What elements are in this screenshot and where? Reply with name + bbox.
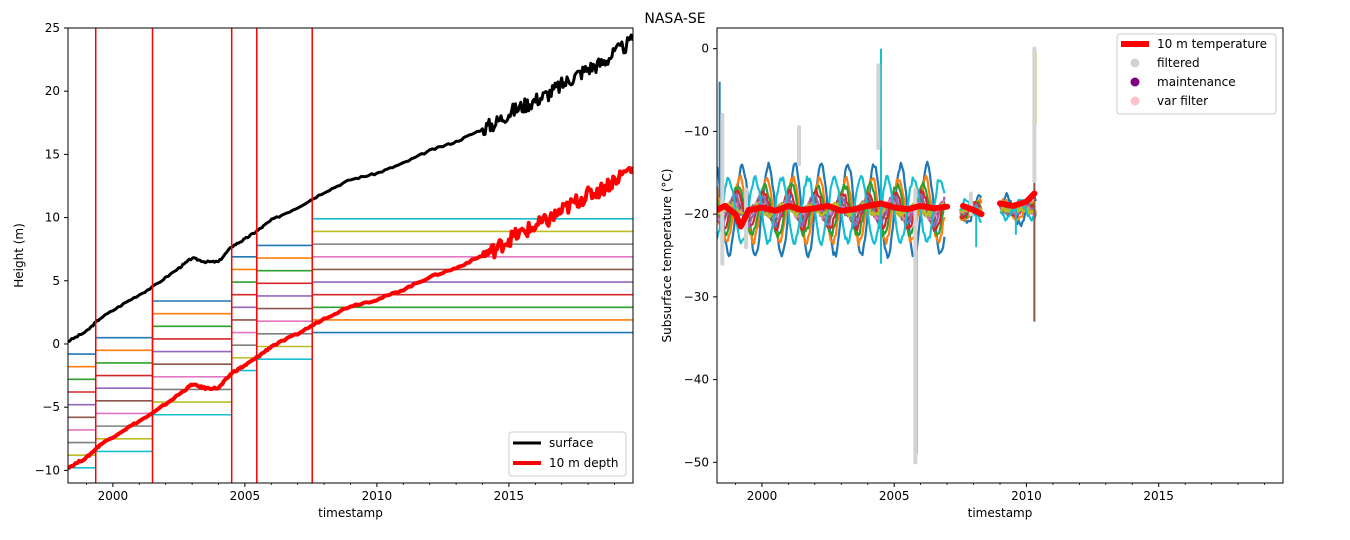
- thermistor-temperature-line: [717, 180, 946, 239]
- height-legend: surface 10 m depth: [508, 431, 627, 477]
- temperature-10m-line: [997, 190, 1038, 209]
- height-y-tick-label: 0: [52, 337, 60, 351]
- thermistor-temperature-line: [717, 188, 946, 232]
- temperature-legend-label: 10 m temperature: [1157, 37, 1267, 51]
- temperature-y-tick-label: −50: [684, 455, 709, 469]
- height-x-tick-label: 2010: [362, 489, 393, 503]
- height-y-tick-label: 5: [52, 274, 60, 288]
- thermistor-temperature-line: [717, 174, 946, 247]
- temperature-legend-marker: [1130, 77, 1140, 87]
- temperature-y-tick-label: 0: [701, 42, 709, 56]
- height-x-tick-label: 2015: [494, 489, 525, 503]
- figure-title: NASA-SE: [644, 11, 705, 27]
- temperature-legend-marker: [1130, 96, 1140, 106]
- height-y-tick-label: 20: [45, 84, 60, 98]
- height-y-axis-label: Height (m): [12, 223, 26, 288]
- temperature-10m-line: [717, 200, 951, 230]
- temperature-legend: 10 m temperature filtered maintenance var f…: [1116, 33, 1277, 115]
- temperature-y-tick-label: −40: [684, 373, 709, 387]
- temperature-x-tick-label: 2000: [747, 489, 778, 503]
- height-y-tick-label: −10: [35, 463, 60, 477]
- temperature-y-tick-label: −30: [684, 290, 709, 304]
- temperature-y-tick-label: −10: [684, 124, 709, 138]
- height-x-tick-label: 2000: [98, 489, 129, 503]
- temperature-axes: 2000 2005 2010 2015 −50 −40 −30 −20 −10 0 timesta…: [660, 27, 1284, 520]
- height-y-tick-label: −5: [42, 400, 60, 414]
- height-axes: 2000 2005 2010 2015 −10 −5 0 5 10 15 20 25 timestam…: [12, 21, 634, 520]
- height-y-tick-label: 25: [45, 21, 60, 35]
- temperature-legend-label: maintenance: [1157, 75, 1236, 89]
- temperature-x-axis-label: timestamp: [968, 506, 1033, 520]
- height-legend-label: 10 m depth: [549, 456, 619, 470]
- temperature-y-tick-label: −20: [684, 207, 709, 221]
- temperature-x-tick-label: 2010: [1011, 489, 1042, 503]
- thermistor-temperature-line: [999, 205, 1037, 215]
- temperature-legend-box: [1116, 33, 1277, 115]
- depth-10m-line: [68, 166, 633, 471]
- temperature-legend-label: filtered: [1157, 56, 1200, 70]
- temperature-legend-marker: [1130, 58, 1140, 68]
- temperature-legend-label: var filter: [1157, 94, 1208, 108]
- height-legend-label: surface: [549, 436, 593, 450]
- height-x-axis-label: timestamp: [318, 506, 383, 520]
- height-y-tick-label: 10: [45, 211, 60, 225]
- temperature-10m-line: [960, 202, 985, 218]
- height-x-tick-label: 2005: [230, 489, 261, 503]
- surface-height-line: [68, 33, 633, 344]
- temperature-x-tick-label: 2015: [1143, 489, 1174, 503]
- temperature-x-tick-label: 2005: [879, 489, 910, 503]
- height-y-tick-label: 15: [45, 147, 60, 161]
- temperature-y-axis-label: Subsurface temperature (°C): [660, 169, 674, 343]
